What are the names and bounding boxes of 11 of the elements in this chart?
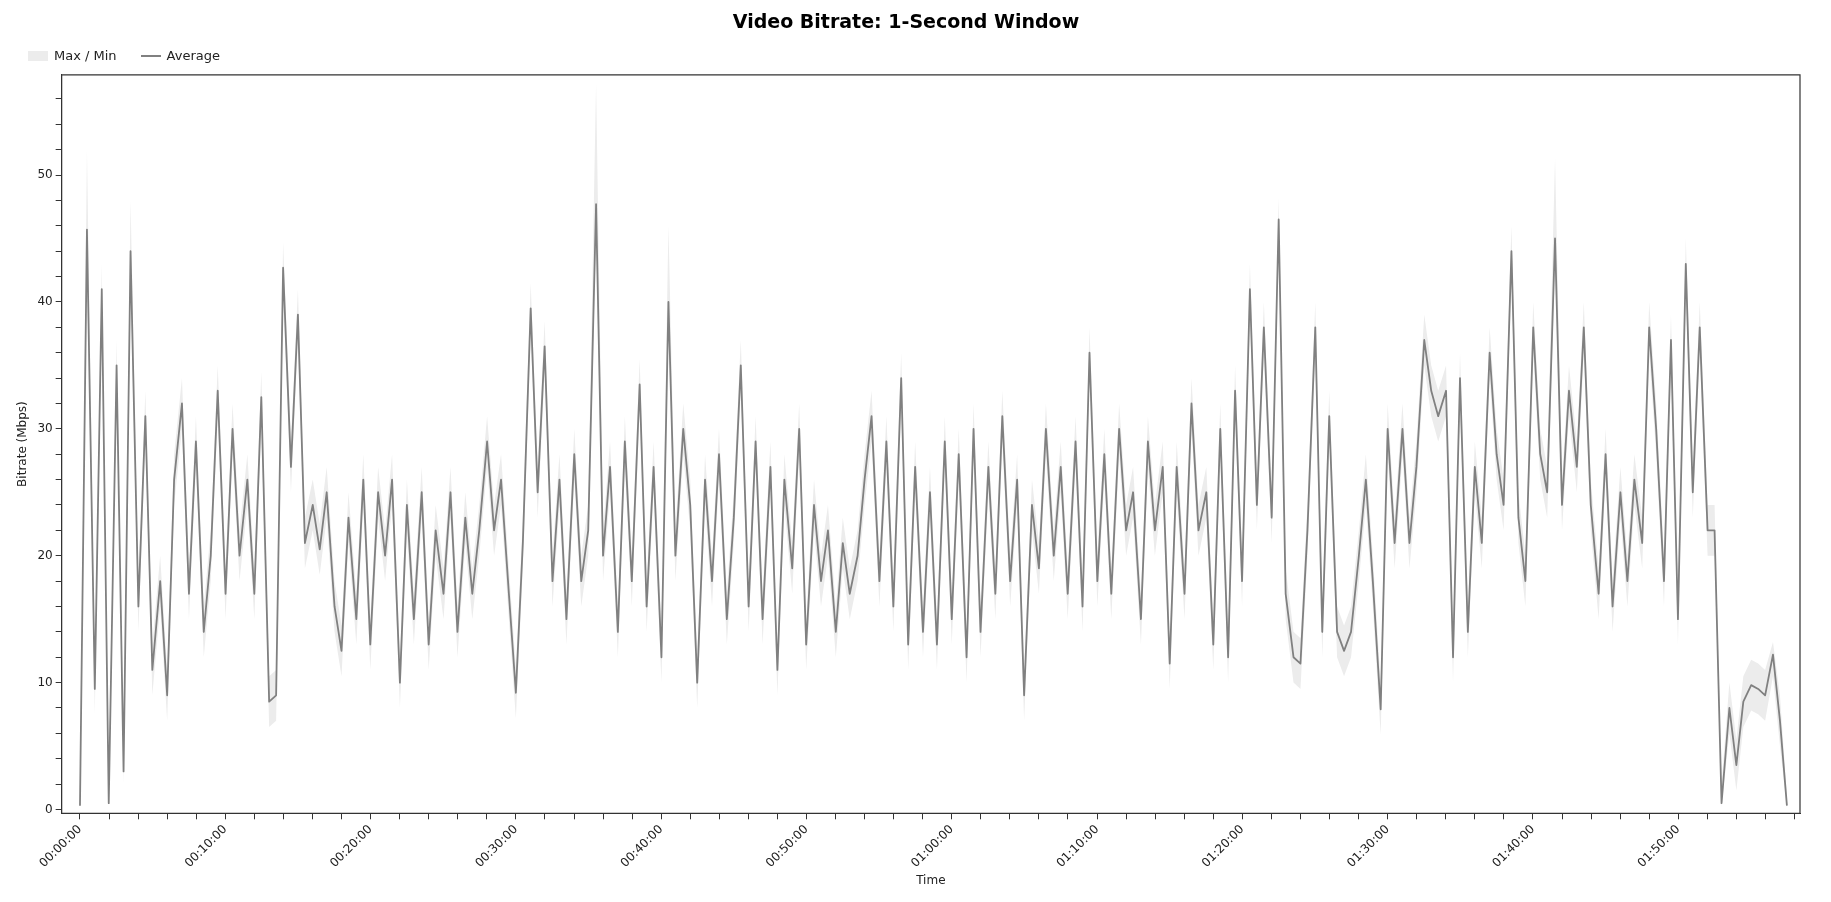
y-tick-label: 40 [37, 294, 53, 309]
x-axis-title: Time [915, 872, 946, 887]
y-tick-label: 30 [37, 420, 53, 435]
legend-label: Average [166, 48, 220, 63]
chart-title: Video Bitrate: 1-Second Window [732, 10, 1080, 33]
y-tick-label: 50 [37, 167, 53, 182]
y-tick-label: 10 [37, 674, 53, 689]
y-axis-title: Bitrate (Mbps) [15, 401, 30, 487]
y-tick-label: 0 [45, 801, 53, 816]
y-tick-label: 20 [37, 547, 53, 562]
legend-title: Max / Min [54, 48, 117, 63]
